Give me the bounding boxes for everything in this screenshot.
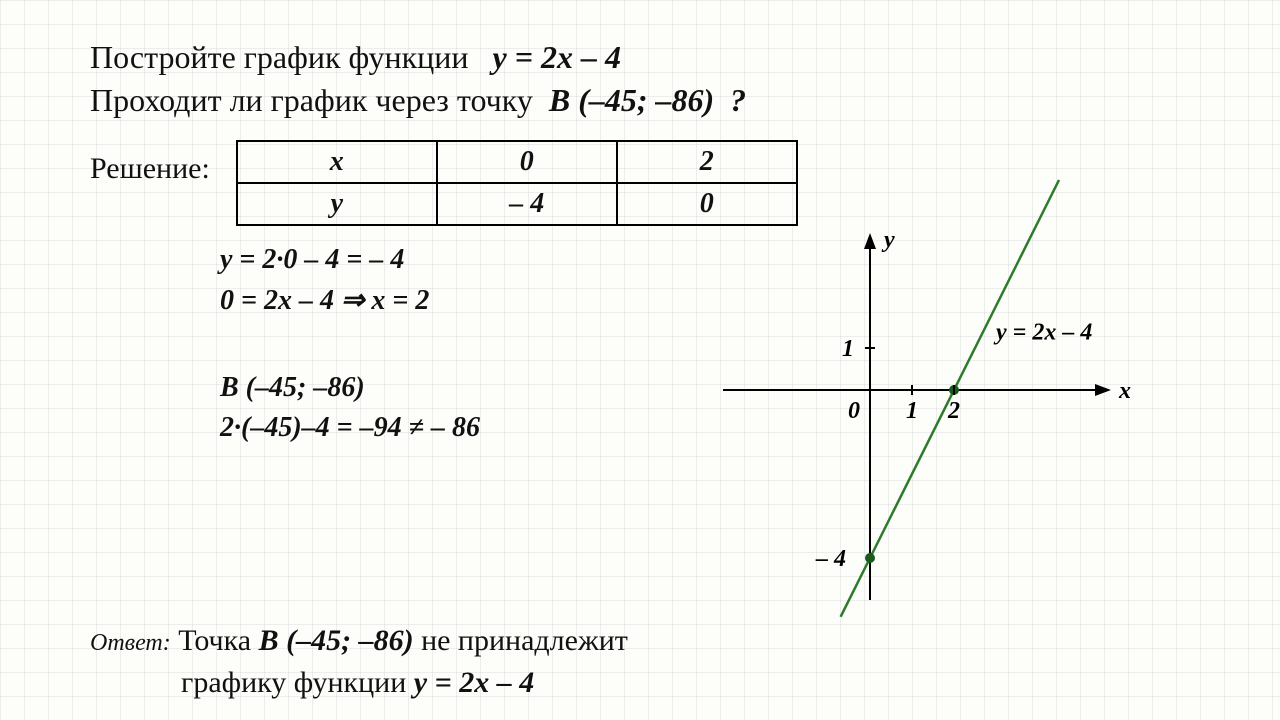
calc-line-1: y = 2·0 – 4 = – 4 [220, 240, 686, 281]
svg-text:1: 1 [842, 336, 854, 362]
svg-text:– 4: – 4 [815, 546, 846, 572]
svg-text:1: 1 [906, 398, 918, 424]
answer-text-pre: Точка [178, 624, 251, 657]
prompt-point: B (–45; –86) [549, 82, 714, 118]
calc-line-2: 0 = 2x – 4 ⇒ x = 2 [220, 281, 686, 322]
answer-text-mid: не принадлежит [421, 624, 628, 657]
table-cell: 0 [437, 141, 617, 183]
check-calc: 2·(–45)–4 = –94 ≠ – 86 [220, 408, 686, 449]
function-graph: 121– 4xy0y = 2x – 4 [710, 240, 1190, 620]
answer-text-post: графику функции [181, 666, 406, 699]
prompt-qmark: ? [730, 82, 746, 118]
prompt-question: Проходит ли график через точку [90, 82, 533, 118]
svg-text:0: 0 [848, 398, 860, 424]
answer-label: Ответ: [90, 630, 171, 656]
problem-statement: Постройте график функции y = 2x – 4 Прох… [90, 36, 1190, 122]
prompt-equation: y = 2x – 4 [493, 39, 621, 75]
svg-text:y = 2x – 4: y = 2x – 4 [993, 320, 1092, 346]
svg-text:y: y [881, 227, 895, 253]
answer-function: y = 2x – 4 [414, 666, 534, 699]
solution-label: Решение: [90, 140, 210, 186]
calc-block: y = 2·0 – 4 = – 4 0 = 2x – 4 ⇒ x = 2 [220, 240, 686, 321]
table-header-x: x [237, 141, 437, 183]
check-block: B (–45; –86) 2·(–45)–4 = –94 ≠ – 86 [220, 368, 686, 449]
table-cell: – 4 [437, 183, 617, 225]
value-table: x 0 2 y – 4 0 [236, 140, 798, 226]
svg-text:x: x [1118, 378, 1131, 404]
prompt-build: Постройте график функции [90, 39, 469, 75]
check-point: B (–45; –86) [220, 368, 686, 409]
table-header-y: y [237, 183, 437, 225]
table-row: x 0 2 [237, 141, 797, 183]
table-cell: 2 [617, 141, 797, 183]
svg-text:2: 2 [947, 398, 960, 424]
table-row: y – 4 0 [237, 183, 797, 225]
chart-svg: 121– 4xy0y = 2x – 4 [710, 240, 1190, 620]
table-cell: 0 [617, 183, 797, 225]
answer-point: B (–45; –86) [259, 624, 414, 657]
answer-block: Ответ: Точка B (–45; –86) не принадлежит… [90, 620, 1190, 704]
